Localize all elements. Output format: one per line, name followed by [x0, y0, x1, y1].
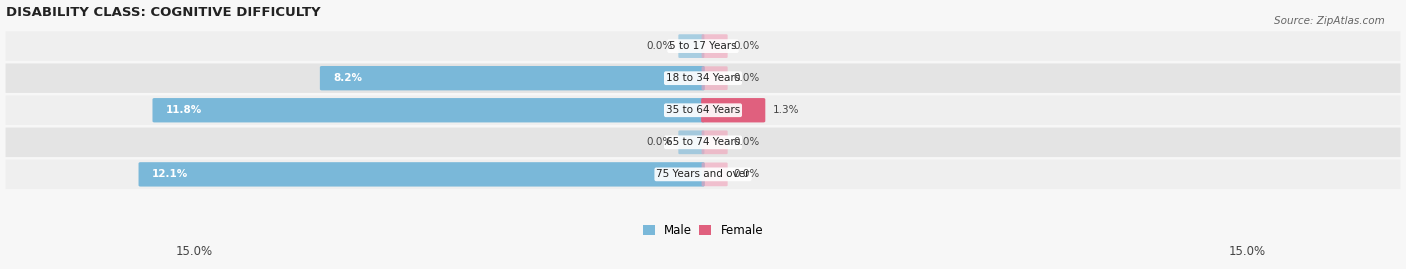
- Legend: Male, Female: Male, Female: [643, 224, 763, 237]
- Text: 15.0%: 15.0%: [1229, 245, 1265, 258]
- FancyBboxPatch shape: [321, 66, 704, 90]
- FancyBboxPatch shape: [6, 95, 1400, 125]
- Text: 0.0%: 0.0%: [647, 137, 673, 147]
- Text: 65 to 74 Years: 65 to 74 Years: [666, 137, 740, 147]
- Text: 1.3%: 1.3%: [773, 105, 799, 115]
- Text: 15.0%: 15.0%: [176, 245, 212, 258]
- Text: 18 to 34 Years: 18 to 34 Years: [666, 73, 740, 83]
- FancyBboxPatch shape: [678, 34, 704, 58]
- Text: 75 Years and over: 75 Years and over: [657, 169, 749, 179]
- FancyBboxPatch shape: [678, 130, 704, 154]
- Text: 35 to 64 Years: 35 to 64 Years: [666, 105, 740, 115]
- Text: Source: ZipAtlas.com: Source: ZipAtlas.com: [1274, 16, 1385, 26]
- Text: 0.0%: 0.0%: [647, 41, 673, 51]
- FancyBboxPatch shape: [702, 34, 728, 58]
- Text: 0.0%: 0.0%: [733, 41, 759, 51]
- FancyBboxPatch shape: [6, 31, 1400, 61]
- Text: 12.1%: 12.1%: [152, 169, 188, 179]
- FancyBboxPatch shape: [702, 162, 728, 186]
- FancyBboxPatch shape: [702, 130, 728, 154]
- Text: 0.0%: 0.0%: [733, 73, 759, 83]
- FancyBboxPatch shape: [702, 98, 765, 122]
- Text: 5 to 17 Years: 5 to 17 Years: [669, 41, 737, 51]
- FancyBboxPatch shape: [139, 162, 704, 187]
- FancyBboxPatch shape: [6, 128, 1400, 157]
- FancyBboxPatch shape: [702, 66, 728, 90]
- Text: 0.0%: 0.0%: [733, 169, 759, 179]
- Text: 0.0%: 0.0%: [733, 137, 759, 147]
- Text: 8.2%: 8.2%: [333, 73, 363, 83]
- Text: 11.8%: 11.8%: [166, 105, 202, 115]
- FancyBboxPatch shape: [6, 160, 1400, 189]
- FancyBboxPatch shape: [152, 98, 704, 122]
- FancyBboxPatch shape: [6, 63, 1400, 93]
- Text: DISABILITY CLASS: COGNITIVE DIFFICULTY: DISABILITY CLASS: COGNITIVE DIFFICULTY: [6, 6, 321, 19]
